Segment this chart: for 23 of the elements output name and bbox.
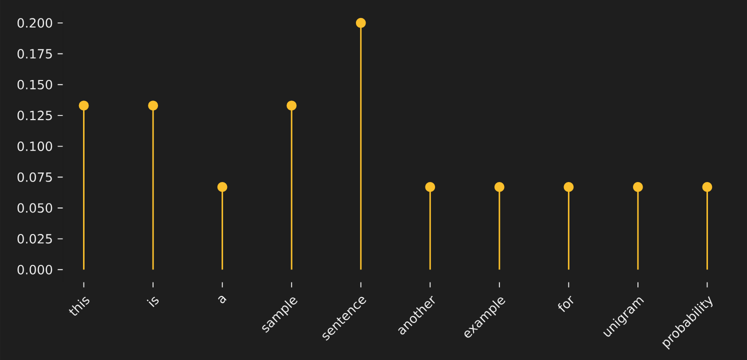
y-tick-label: 0.150	[18, 80, 52, 90]
y-tick-label: 0.025	[18, 234, 52, 244]
point	[217, 182, 228, 192]
point	[286, 100, 297, 111]
x-tick-label: is	[146, 296, 159, 308]
point	[702, 182, 712, 192]
point	[632, 182, 643, 192]
y-tick-label: 0.175	[18, 48, 52, 59]
y-tick-label: 0.125	[18, 110, 52, 120]
point	[564, 182, 574, 192]
point	[78, 100, 89, 111]
y-tick-label: 0.000	[18, 264, 52, 274]
x-tick-label: for	[558, 296, 574, 312]
y-tick-label: 0.100	[18, 141, 52, 152]
point	[494, 182, 504, 192]
y-tick-label: 0.200	[18, 18, 52, 28]
x-tick-label: a	[218, 296, 227, 304]
y-tick-label: 0.075	[18, 172, 52, 182]
point	[356, 18, 366, 28]
point	[425, 182, 436, 192]
y-tick-label: 0.050	[18, 203, 52, 213]
point	[148, 100, 158, 111]
x-tick-label: this	[68, 296, 90, 316]
